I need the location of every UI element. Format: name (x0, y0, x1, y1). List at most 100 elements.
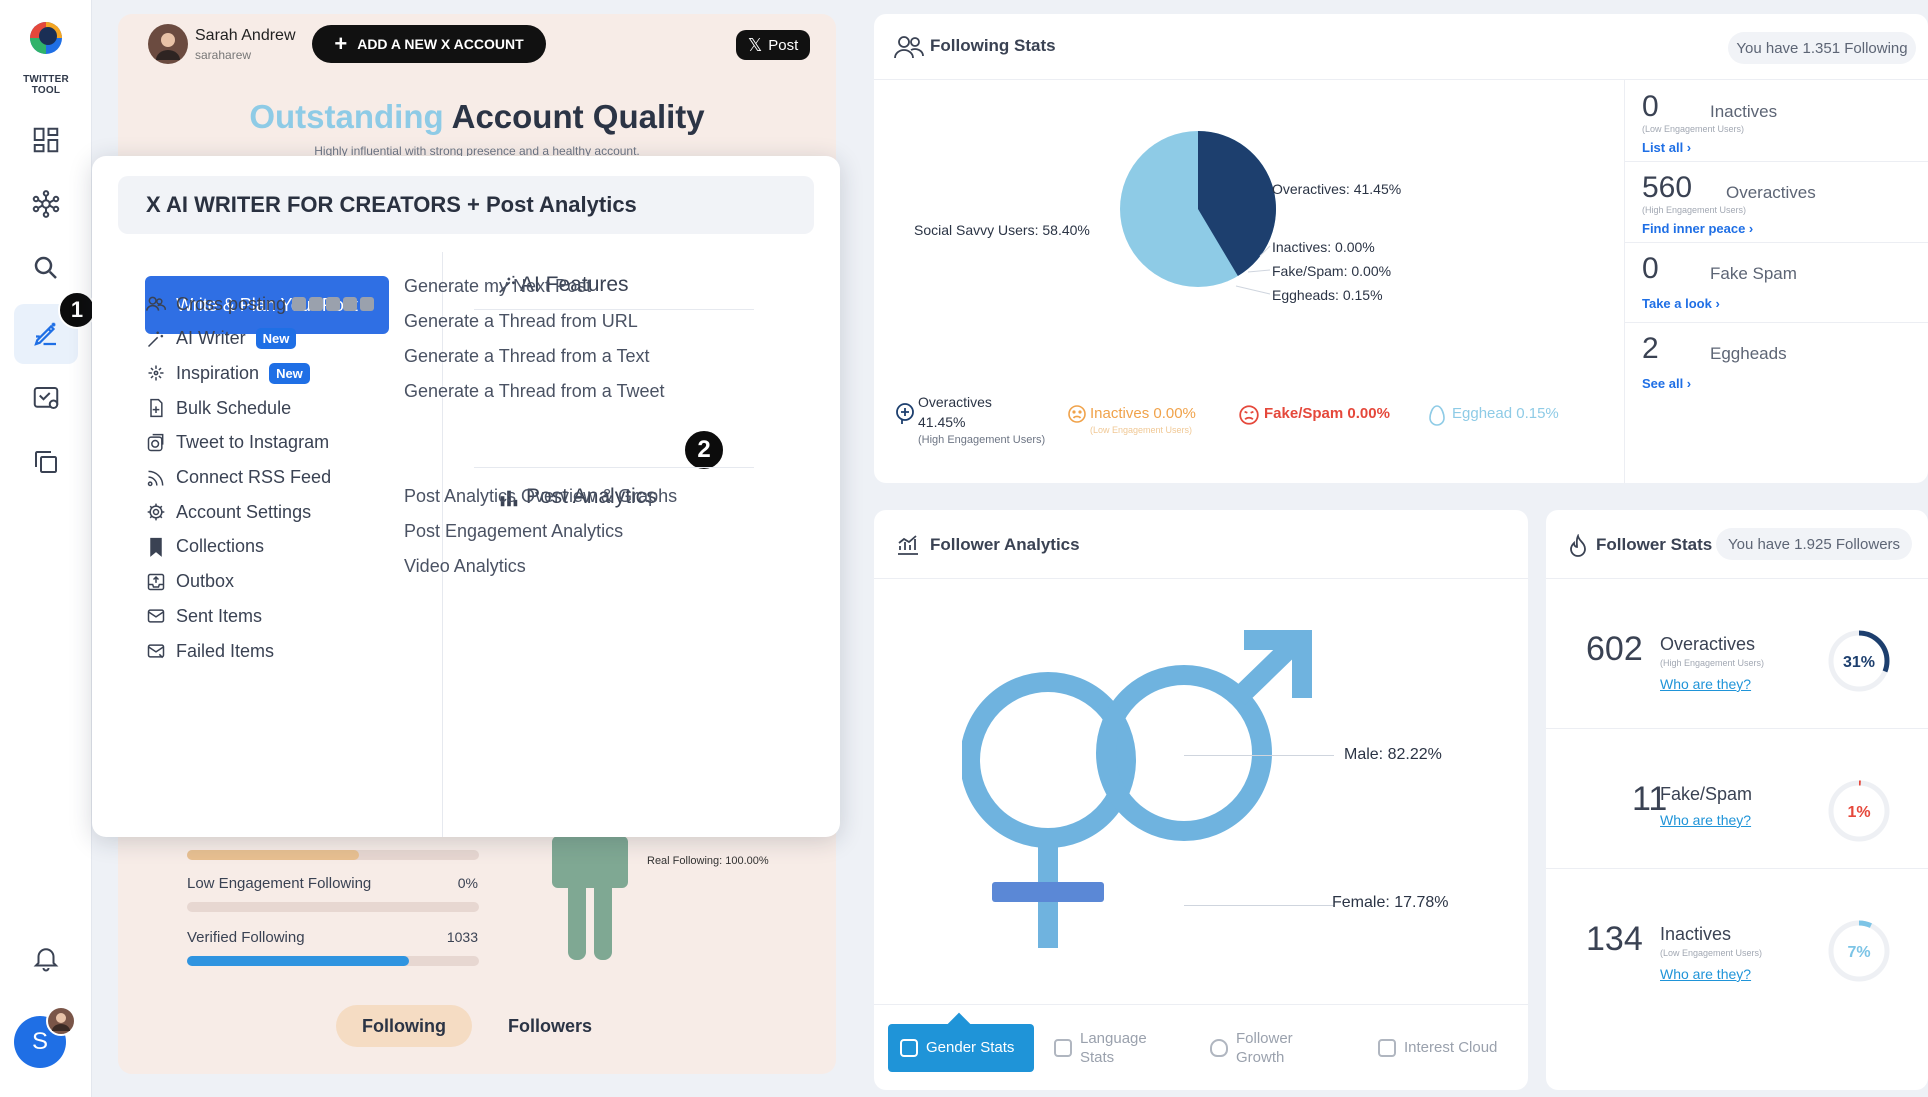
side-stat-sub: (Low Engagement Users) (1642, 124, 1745, 134)
side-stat-link[interactable]: Find inner peace › (1642, 221, 1754, 236)
ring-fill (1828, 630, 1890, 692)
menu-item[interactable]: Collections (146, 532, 264, 562)
ai-feature-link[interactable]: Generate a Thread from URL (404, 311, 638, 331)
sad-face-icon (1068, 405, 1086, 423)
line-chart-icon (898, 535, 918, 555)
top-progress-track (187, 850, 479, 860)
bar-chart-icon (500, 490, 518, 507)
side-stat-label: Inactives (1710, 102, 1778, 121)
side-divider (1624, 322, 1928, 323)
menu-item-label: Sent Items (176, 605, 263, 626)
step-badge-1: 1 (58, 291, 96, 329)
menu-item-label: Tweet to Instagram (176, 432, 330, 453)
side-stat-number: 2 (1642, 332, 1659, 365)
ai-feature-link[interactable]: Generate a Thread from a Text (404, 346, 650, 366)
legend-overactives-sub: (High Engagement Users) (918, 434, 1046, 446)
nav-copy[interactable] (14, 432, 78, 492)
verified-label: Verified Following (187, 929, 305, 946)
nav-network[interactable] (14, 174, 78, 234)
fs-number: 11 (1632, 780, 1668, 818)
user-avatar-button[interactable]: S (14, 1016, 66, 1068)
sent-icon (147, 609, 165, 623)
side-stat-link[interactable]: List all › (1642, 140, 1692, 155)
pen-sparkle-icon (34, 322, 56, 346)
menu-item-label: Cross posting (176, 293, 287, 314)
ai-feature-link[interactable]: Generate a Thread from a Tweet (404, 381, 665, 401)
pie-label: Eggheads: 0.15% (1272, 287, 1383, 303)
menu-item[interactable]: Failed Items (146, 636, 274, 666)
ai-feature-link[interactable]: Generate my Next Post (404, 276, 592, 296)
menu-item-label: Bulk Schedule (176, 397, 292, 418)
facebook-icon (343, 297, 358, 311)
menu-item[interactable]: Bulk Schedule (146, 393, 291, 423)
fs-label: Fake/Spam (1660, 784, 1753, 804)
active-tab-pointer (947, 1012, 971, 1036)
ring-label: 31% (1843, 654, 1875, 671)
instagram-icon (147, 433, 164, 452)
side-stat-label: Overactives (1726, 183, 1816, 202)
pie-leader-line (1235, 285, 1271, 295)
analytics-tab-label: Gender Stats (926, 1039, 1015, 1057)
menu-item[interactable]: Inspiration New (146, 358, 310, 388)
add-account-button[interactable]: + ADD A NEW X ACCOUNT (312, 25, 546, 63)
ai-features-title: AI Features (520, 273, 629, 296)
pie-label: Overactives: 41.45% (1272, 181, 1401, 197)
app-logo-icon[interactable] (22, 12, 70, 60)
analytics-tab[interactable]: Follower Growth (1204, 1024, 1299, 1072)
side-stat-link[interactable]: Take a look › (1642, 296, 1720, 311)
follower-analytics-title: Follower Analytics (930, 535, 1080, 554)
following-stats-card: Following Stats You have 1.351 Following… (874, 14, 1928, 483)
account-avatar-icon[interactable] (148, 24, 188, 64)
side-divider (1624, 161, 1928, 162)
nav-notifications[interactable] (14, 928, 78, 988)
nav-analytics[interactable] (14, 368, 78, 428)
network-icon (32, 190, 60, 218)
menu-item[interactable]: Account Settings (146, 497, 311, 527)
follower-analytics-rule (874, 578, 1528, 579)
quality-title: Outstanding Account Quality (118, 98, 836, 136)
cloud-icon (1378, 1039, 1396, 1057)
analytics-tab[interactable]: Interest Cloud (1372, 1024, 1503, 1072)
fs-who-link[interactable]: Who are they? (1660, 676, 1752, 692)
post-analytics-link[interactable]: Post Engagement Analytics (404, 521, 624, 541)
menu-item[interactable]: Cross posting (146, 289, 375, 319)
verified-track (187, 956, 479, 966)
side-stat-sub: (High Engagement Users) (1642, 205, 1747, 215)
pie-label: Social Savvy Users: 58.40% (914, 222, 1090, 238)
low-engagement-label: Low Engagement Following (187, 875, 372, 892)
menu-item[interactable]: Tweet to Instagram (146, 428, 329, 458)
fs-who-link[interactable]: Who are they? (1660, 812, 1752, 828)
analytics-tab[interactable]: Language Stats (1048, 1024, 1153, 1072)
x-post-button[interactable]: 𝕏 Post (736, 30, 810, 60)
post-analytics-link[interactable]: Video Analytics (404, 556, 526, 576)
menu-item[interactable]: Connect RSS Feed (146, 463, 331, 493)
menu-item[interactable]: Sent Items (146, 601, 262, 631)
flame-icon (1210, 1039, 1228, 1057)
sidebar: TWITTER TOOL 1 S (0, 0, 96, 1097)
nav-dashboard[interactable] (14, 110, 78, 170)
menu-item[interactable]: AI Writer New (146, 324, 297, 354)
follower-stats-rule (1546, 578, 1928, 579)
analytics-tab-label: Language Stats (1080, 1029, 1147, 1067)
following-count-pill: You have 1.351 Following (1728, 32, 1916, 64)
new-badge: New (269, 362, 310, 384)
person-figure-icon (552, 836, 628, 960)
tab-following[interactable]: Following (336, 1005, 472, 1047)
fs-sub: (Low Engagement Users) (1660, 948, 1763, 958)
instagram-icon (309, 297, 324, 311)
pie-label: Inactives: 0.00% (1272, 239, 1375, 255)
verified-fill (187, 956, 409, 966)
search-icon (34, 256, 57, 279)
post-analytics-link[interactable]: Post Analytics Overview & Graphs (404, 486, 678, 506)
fs-who-link[interactable]: Who are they? (1660, 966, 1752, 982)
popup-divider (442, 252, 443, 837)
pie-leader-line (1247, 269, 1271, 273)
analytics-tab[interactable]: Gender Stats (888, 1012, 1034, 1072)
tab-followers[interactable]: Followers (507, 1015, 592, 1036)
write-plan-button[interactable]: Write & Plan Your Post (145, 276, 389, 334)
side-stat-link[interactable]: See all › (1642, 376, 1692, 391)
menu-item[interactable]: Outbox (146, 567, 234, 597)
nav-search[interactable] (14, 238, 78, 298)
analytics-check-icon (33, 387, 59, 409)
side-stat-number: 0 (1642, 90, 1659, 123)
